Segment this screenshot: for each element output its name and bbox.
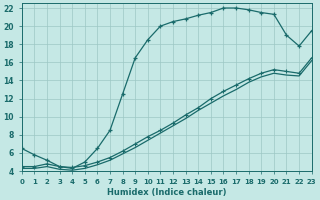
X-axis label: Humidex (Indice chaleur): Humidex (Indice chaleur): [107, 188, 227, 197]
